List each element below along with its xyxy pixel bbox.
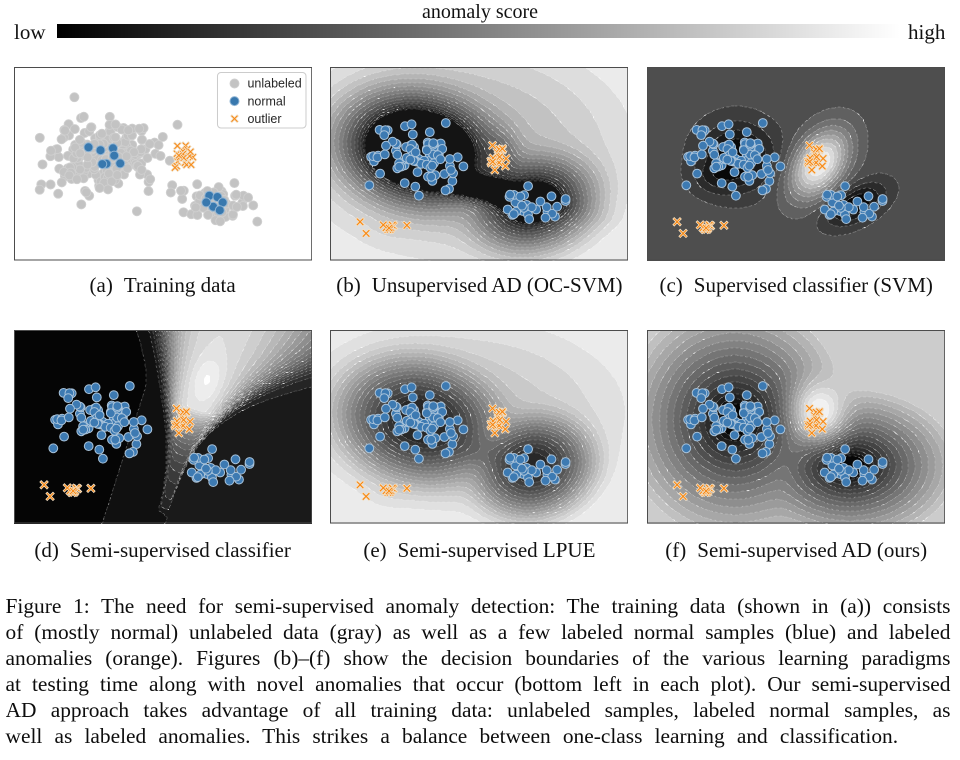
svg-text:unlabeled: unlabeled [247,77,301,91]
svg-text:outlier: outlier [247,112,281,126]
svg-text:normal: normal [247,94,285,108]
